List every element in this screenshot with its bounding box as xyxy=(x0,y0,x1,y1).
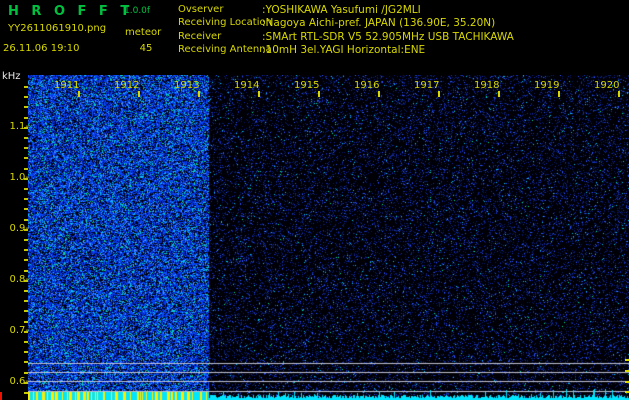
info-row: Receiving Location:Nagoya Aichi-pref. JA… xyxy=(178,17,628,29)
meteor-counter-value: 45 xyxy=(139,43,153,54)
time-label: 1917 xyxy=(414,80,440,91)
time-tick xyxy=(78,91,80,97)
y-axis-minor-tick xyxy=(24,382,28,384)
info-row-value: :10mH 3el.YAGI Horizontal:ENE xyxy=(262,43,426,56)
observation-datetime: 26.11.06 19:10 xyxy=(3,43,80,54)
app-title: H R O F F T xyxy=(8,4,134,19)
time-tick xyxy=(378,91,380,97)
time-label: 1918 xyxy=(474,80,500,91)
y-axis-label: 0.9- xyxy=(9,223,29,234)
y-axis-minor-tick xyxy=(24,351,28,353)
time-tick xyxy=(558,91,560,97)
meteor-counter-label: meteor xyxy=(125,27,162,38)
time-tick xyxy=(138,91,140,97)
y-axis-minor-tick xyxy=(24,290,28,292)
y-axis-label: 0.6- xyxy=(9,376,29,387)
app-version: 1.0.0f xyxy=(124,6,151,16)
y-axis-label: 0.7- xyxy=(9,325,29,336)
y-axis-minor-tick xyxy=(24,310,28,312)
start-marker xyxy=(0,392,2,400)
y-axis-minor-tick xyxy=(24,249,28,251)
output-filename: YY2611061910.png xyxy=(8,23,107,34)
right-edge-tick xyxy=(625,359,629,361)
right-edge-tick xyxy=(625,391,629,393)
y-axis-label: 1.0- xyxy=(9,172,29,183)
y-axis-minor-tick xyxy=(24,392,28,394)
y-axis-minor-tick xyxy=(24,127,28,129)
y-axis-minor-tick xyxy=(24,239,28,241)
time-label: 1915 xyxy=(294,80,320,91)
y-axis-minor-tick xyxy=(24,137,28,139)
y-axis-minor-tick xyxy=(24,188,28,190)
right-edge-tick xyxy=(625,370,629,372)
y-axis-minor-tick xyxy=(24,96,28,98)
info-row: Receiving Antenna:10mH 3el.YAGI Horizont… xyxy=(178,44,628,56)
info-row-label: Receiver xyxy=(178,30,222,42)
y-axis-minor-tick xyxy=(24,168,28,170)
y-axis-minor-tick xyxy=(24,259,28,261)
time-label: 1916 xyxy=(354,80,380,91)
time-label: 1920 xyxy=(594,80,620,91)
time-tick xyxy=(318,91,320,97)
info-row-value: :YOSHIKAWA Yasufumi /JG2MLI xyxy=(262,4,421,16)
y-axis-minor-tick xyxy=(24,341,28,343)
time-tick xyxy=(618,91,620,97)
y-axis-minor-tick xyxy=(24,208,28,210)
y-axis-minor-tick xyxy=(24,300,28,302)
info-row-label: Receiving Location xyxy=(178,17,272,29)
time-tick xyxy=(498,91,500,97)
y-axis-label: 0.8- xyxy=(9,274,29,285)
info-row-label: Receiving Antenna xyxy=(178,43,272,55)
y-axis-minor-tick xyxy=(24,270,28,272)
y-axis-minor-tick xyxy=(24,147,28,149)
time-tick xyxy=(258,91,260,97)
y-axis-minor-tick xyxy=(24,229,28,231)
info-row-value: :SMArt RTL-SDR V5 52.905MHz USB TACHIKAW… xyxy=(262,30,514,43)
info-row-label: Ovserver xyxy=(178,4,224,15)
y-axis-label: 1.1- xyxy=(9,121,29,132)
y-axis-minor-tick xyxy=(24,117,28,119)
right-edge-tick xyxy=(625,381,629,383)
frequency-axis-unit: kHz xyxy=(2,71,21,82)
info-row-value: :Nagoya Aichi-pref. JAPAN (136.90E, 35.2… xyxy=(262,17,496,30)
time-label: 1919 xyxy=(534,80,560,91)
time-tick xyxy=(438,91,440,97)
y-axis-minor-tick xyxy=(24,331,28,333)
y-axis-minor-tick xyxy=(24,178,28,180)
y-axis-minor-tick xyxy=(24,280,28,282)
y-axis-minor-tick xyxy=(24,86,28,88)
y-axis-minor-tick xyxy=(24,372,28,374)
y-axis-minor-tick xyxy=(24,219,28,221)
y-axis-minor-tick xyxy=(24,321,28,323)
time-label: 1914 xyxy=(234,80,260,91)
info-row: Ovserver :YOSHIKAWA Yasufumi /JG2MLI xyxy=(178,4,628,16)
time-tick xyxy=(198,91,200,97)
time-label: 1912 xyxy=(114,80,140,91)
y-axis-minor-tick xyxy=(24,106,28,108)
spectrogram-canvas xyxy=(28,75,629,400)
y-axis-minor-tick xyxy=(24,361,28,363)
time-label: 1913 xyxy=(174,80,200,91)
y-axis-minor-tick xyxy=(24,157,28,159)
time-label: 1911 xyxy=(54,80,80,91)
info-row: Receiver :SMArt RTL-SDR V5 52.905MHz USB … xyxy=(178,31,628,43)
y-axis-minor-tick xyxy=(24,198,28,200)
